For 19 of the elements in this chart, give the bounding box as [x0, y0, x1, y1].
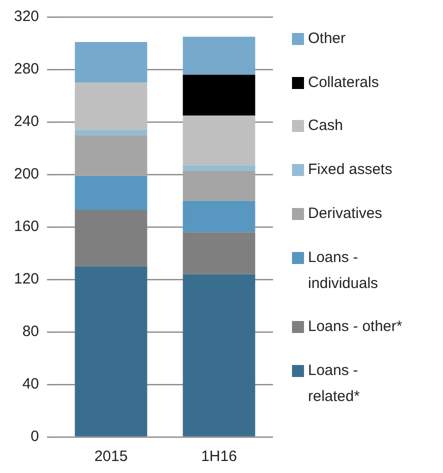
legend-label: Derivatives [308, 204, 384, 224]
x-tick-label: 2015 [94, 448, 128, 466]
y-tick-label: 80 [22, 323, 40, 340]
y-tick-label: 0 [30, 428, 40, 446]
legend-label: Loans - other* [308, 317, 404, 338]
y-tick-label: 120 [14, 270, 40, 288]
legend-label: Collaterals [308, 72, 380, 93]
y-tick-label: 280 [14, 60, 40, 78]
legend-label: Other [308, 29, 347, 49]
legend-label: Loans - related* [308, 360, 361, 407]
y-tick-label: 240 [14, 113, 40, 130]
legend-label: Loans - individuals [308, 248, 380, 294]
y-tick-label: 160 [14, 218, 40, 236]
legend-label: Cash [308, 116, 344, 136]
legend-label: Fixed assets [308, 160, 394, 180]
x-tick-label: 1H16 [201, 448, 237, 466]
y-tick-label: 200 [14, 166, 40, 183]
y-tick-label: 320 [14, 8, 40, 26]
y-tick-label: 40 [22, 376, 40, 393]
